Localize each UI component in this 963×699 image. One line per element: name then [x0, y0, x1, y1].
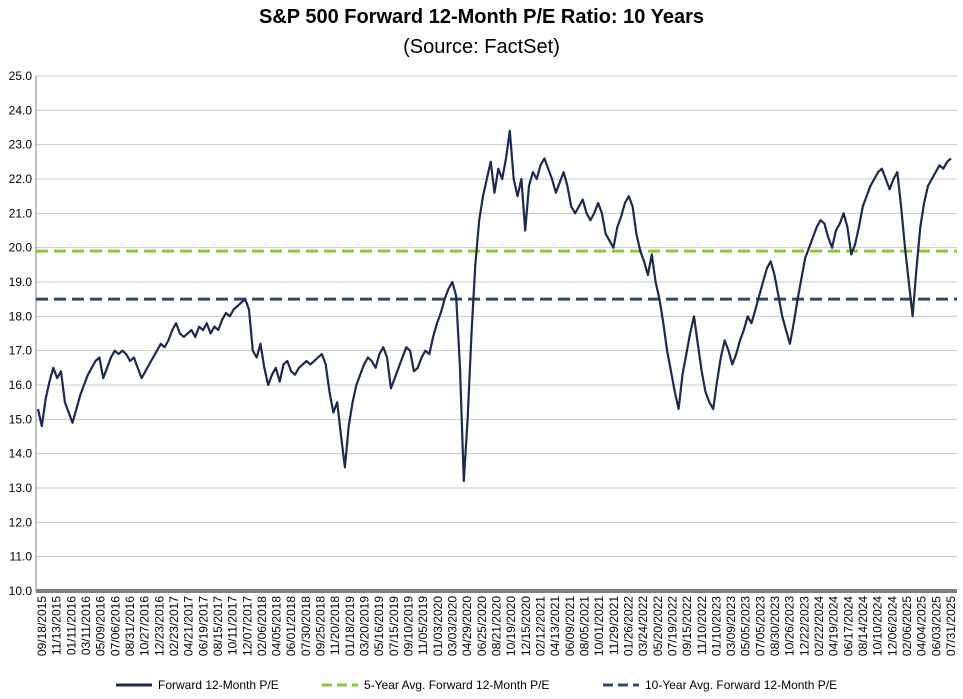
y-tick-label: 10.0 — [9, 584, 33, 598]
x-tick-label: 10/10/2024 — [871, 596, 885, 656]
x-tick-label: 08/14/2024 — [856, 596, 870, 656]
y-tick-label: 23.0 — [9, 138, 33, 152]
y-tick-label: 11.0 — [10, 550, 33, 564]
x-tick-label: 04/29/2020 — [460, 596, 474, 656]
x-tick-label: 12/22/2023 — [797, 596, 811, 656]
x-tick-label: 04/13/2021 — [548, 596, 562, 656]
x-tick-label: 08/30/2023 — [768, 596, 782, 656]
x-tick-label: 06/19/2017 — [196, 596, 210, 656]
y-tick-label: 20.0 — [9, 241, 33, 255]
x-tick-label: 04/04/2025 — [915, 596, 929, 656]
y-tick-label: 13.0 — [9, 481, 33, 495]
x-tick-label: 02/06/2018 — [255, 596, 269, 656]
x-tick-label: 09/15/2022 — [680, 596, 694, 656]
x-tick-label: 01/11/2016 — [64, 596, 78, 655]
x-tick-label: 06/17/2024 — [841, 596, 855, 656]
x-tick-label: 12/06/2024 — [885, 596, 899, 656]
x-tick-label: 07/31/2025 — [944, 596, 958, 656]
x-tick-label: 03/20/2019 — [358, 596, 372, 656]
x-tick-label: 11/10/2022 — [695, 596, 709, 655]
y-tick-label: 18.0 — [9, 309, 33, 323]
x-tick-label: 07/30/2018 — [299, 596, 313, 656]
x-tick-label: 03/09/2023 — [724, 596, 738, 656]
x-tick-label: 10/19/2020 — [504, 596, 518, 656]
y-tick-label: 21.0 — [9, 206, 33, 220]
x-tick-label: 11/20/2018 — [328, 596, 342, 655]
x-tick-label: 09/18/2015 — [35, 596, 49, 656]
legend-five-year-avg-label: 5-Year Avg. Forward 12-Month P/E — [364, 678, 549, 692]
y-tick-label: 16.0 — [9, 378, 33, 392]
x-tick-label: 04/19/2024 — [827, 596, 841, 656]
x-tick-label: 09/25/2018 — [314, 596, 328, 656]
y-tick-label: 17.0 — [9, 344, 33, 358]
x-tick-label: 06/09/2021 — [563, 596, 577, 656]
x-tick-label: 01/10/2023 — [709, 596, 723, 656]
chart-title: S&P 500 Forward 12-Month P/E Ratio: 10 Y… — [259, 6, 704, 28]
x-tick-label: 03/11/2016 — [79, 596, 93, 655]
y-tick-label: 25.0 — [9, 69, 33, 83]
x-tick-label: 11/29/2021 — [607, 596, 621, 655]
x-tick-label: 06/03/2025 — [929, 596, 943, 656]
x-tick-label: 09/10/2019 — [402, 596, 416, 656]
legend-forward-pe-label: Forward 12-Month P/E — [158, 678, 279, 692]
y-tick-label: 15.0 — [9, 412, 33, 426]
x-tick-label: 04/21/2017 — [182, 596, 196, 656]
y-tick-label: 22.0 — [9, 172, 33, 186]
x-tick-label: 06/25/2020 — [475, 596, 489, 656]
x-tick-label: 05/05/2023 — [739, 596, 753, 656]
x-tick-label: 07/06/2016 — [108, 596, 122, 656]
x-tick-label: 12/23/2016 — [152, 596, 166, 656]
x-tick-label: 08/31/2016 — [123, 596, 137, 656]
x-tick-label: 10/26/2023 — [783, 596, 797, 656]
x-tick-label: 02/12/2021 — [533, 596, 547, 656]
x-tick-label: 12/07/2017 — [240, 596, 254, 656]
x-tick-label: 05/09/2016 — [94, 596, 108, 656]
x-tick-label: 05/16/2019 — [372, 596, 386, 656]
x-tick-label: 01/26/2022 — [621, 596, 635, 656]
x-tick-label: 02/22/2024 — [812, 596, 826, 656]
forward-pe-line — [36, 129, 952, 483]
x-tick-label: 03/24/2022 — [636, 596, 650, 656]
x-tick-label: 06/01/2018 — [284, 596, 298, 656]
x-tick-label: 11/13/2015 — [50, 596, 64, 655]
y-tick-label: 19.0 — [9, 275, 33, 289]
x-tick-label: 10/01/2021 — [592, 596, 606, 656]
x-tick-label: 08/21/2020 — [490, 596, 504, 656]
y-tick-label: 12.0 — [9, 515, 33, 529]
legend-ten-year-avg-label: 10-Year Avg. Forward 12-Month P/E — [645, 678, 837, 692]
x-tick-label: 07/19/2022 — [665, 596, 679, 656]
x-tick-label: 03/03/2020 — [446, 596, 460, 656]
x-tick-label: 10/11/2017 — [226, 596, 240, 655]
y-tick-label: 14.0 — [9, 447, 33, 461]
x-tick-label: 10/27/2016 — [138, 596, 152, 656]
x-tick-label: 08/05/2021 — [577, 596, 591, 656]
x-tick-label: 01/03/2020 — [431, 596, 445, 656]
chart-subtitle: (Source: FactSet) — [403, 36, 560, 58]
x-tick-label: 08/15/2017 — [211, 596, 225, 656]
x-tick-label: 11/05/2019 — [416, 596, 430, 655]
x-tick-label: 07/05/2023 — [753, 596, 767, 656]
x-tick-label: 01/18/2019 — [343, 596, 357, 656]
x-tick-label: 04/05/2018 — [270, 596, 284, 656]
x-tick-label: 02/06/2025 — [900, 596, 914, 656]
x-tick-label: 02/23/2017 — [167, 596, 181, 656]
y-tick-label: 24.0 — [9, 103, 33, 117]
x-tick-label: 12/15/2020 — [519, 596, 533, 656]
x-tick-label: 05/20/2022 — [651, 596, 665, 656]
x-tick-label: 07/15/2019 — [387, 596, 401, 656]
